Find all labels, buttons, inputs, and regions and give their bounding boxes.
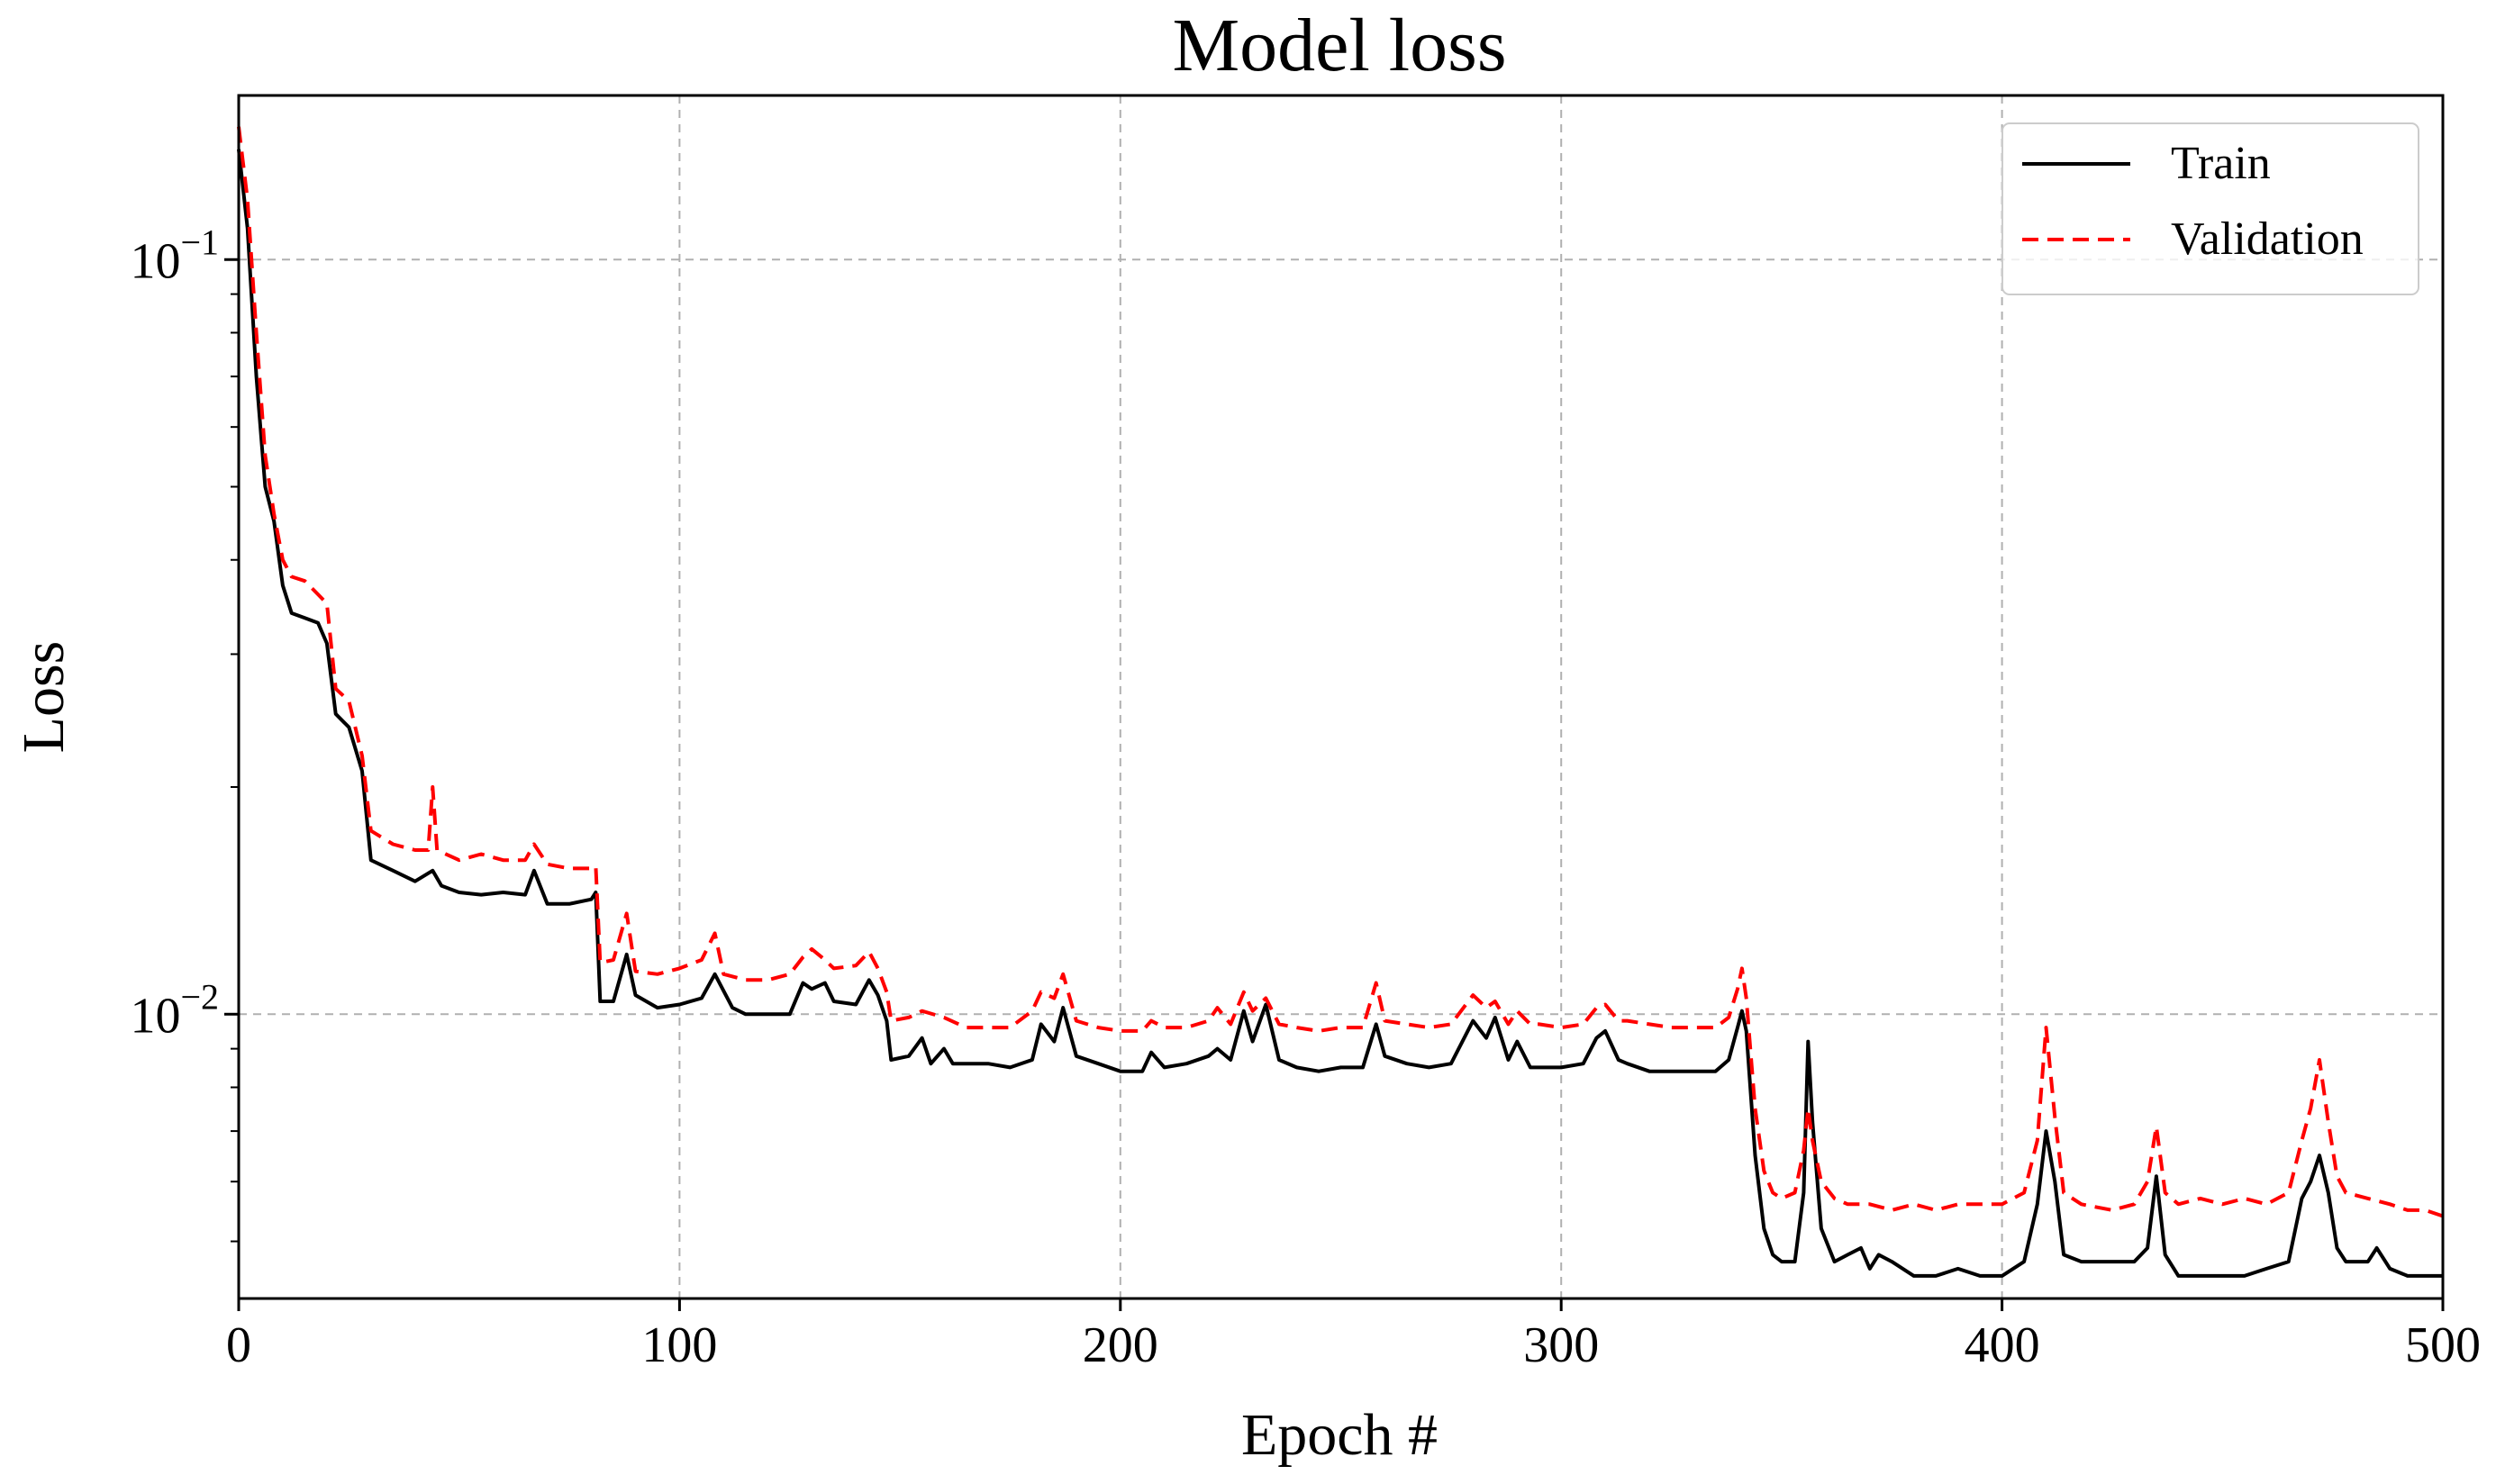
x-tick-label: 0 xyxy=(226,1317,251,1373)
y-tick-label: 10−2 xyxy=(130,976,219,1044)
x-tick-label: 400 xyxy=(1965,1317,2040,1373)
y-axis-label: Loss xyxy=(11,641,77,754)
legend-box xyxy=(2001,122,2419,295)
legend-validation-label: Validation xyxy=(2171,213,2364,265)
x-tick-label: 200 xyxy=(1083,1317,1158,1373)
series-line-train xyxy=(237,149,2443,1278)
series-line-validation xyxy=(237,126,2444,1218)
x-tick-label: 300 xyxy=(1523,1317,1599,1373)
x-axis-label: Epoch # xyxy=(1241,1402,1438,1468)
legend-train-label: Train xyxy=(2171,138,2271,189)
plot-frame xyxy=(237,94,2445,1300)
y-tick-label: 10−1 xyxy=(130,222,219,289)
plot-series xyxy=(237,126,2444,1278)
legend: Train Validation xyxy=(2001,122,2419,295)
x-tick-label: 500 xyxy=(2405,1317,2481,1373)
chart-title: Model loss xyxy=(1172,4,1506,87)
x-tick-label: 100 xyxy=(641,1317,717,1373)
axis-ticks: 0 100 200 300 400 500 10−1 10−2 xyxy=(130,222,2481,1373)
